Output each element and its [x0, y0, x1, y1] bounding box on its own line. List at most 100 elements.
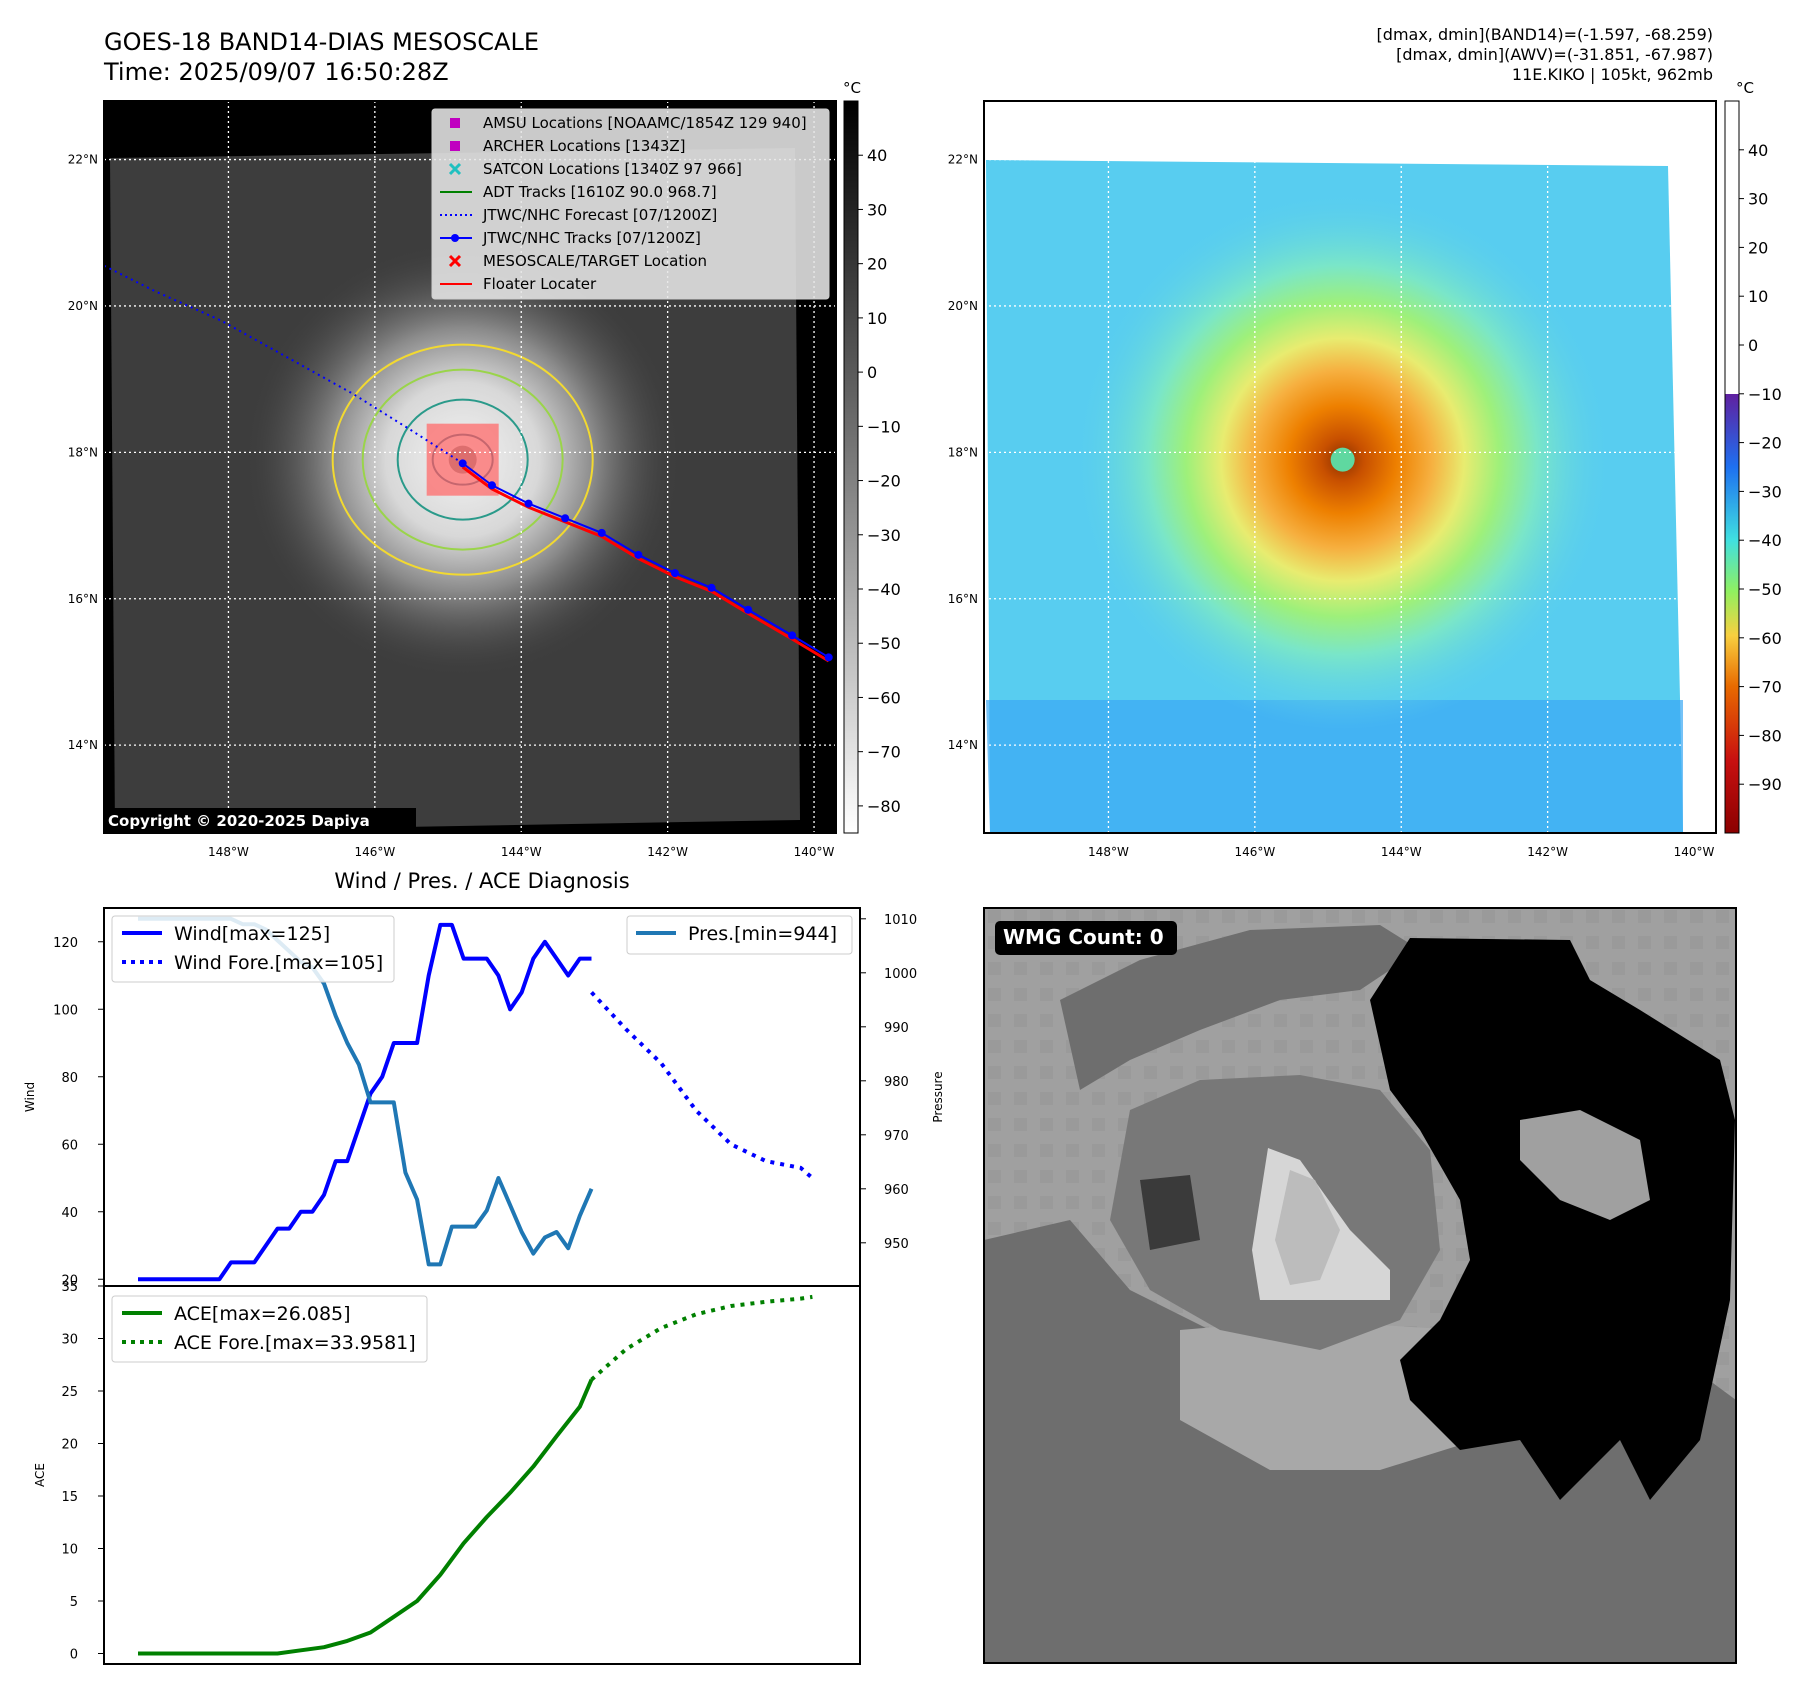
legend-label: JTWC/NHC Tracks [07/1200Z] [482, 229, 701, 247]
contour-green [361, 368, 564, 551]
color-map-frame [983, 100, 1717, 834]
track-point [824, 653, 833, 662]
ace-tick-label: 10 [61, 1543, 78, 1558]
color-map-lower-band [986, 700, 1683, 832]
lon-label: 144°W [501, 845, 542, 859]
lat-label: 18°N [68, 445, 98, 459]
color-colorbar-ticks: 40 30 20 10 0 −10 −20 −30 −40 −50 −60 −70 −80 −90 [1739, 141, 1782, 794]
colorbar-tick-label: −30 [867, 526, 901, 545]
colorbar-tick-label: 30 [1748, 190, 1768, 209]
colorbar-tick-label: −80 [1748, 726, 1782, 745]
gray-colorbar-ticks: 40 30 20 10 0 −10 −20 −30 −40 −50 −60 −70 −80 [858, 146, 901, 816]
color-colorbar [1724, 100, 1740, 834]
ir-color-map: 22°N 20°N 18°N 16°N 14°N 148°W 146°W 144°W 142°… [948, 100, 1717, 859]
wmg-count-box [995, 921, 1177, 955]
lat-label: 20°N [68, 299, 98, 313]
colorbar-tick-label: −80 [867, 797, 901, 816]
wind-legend: Wind[max=125] Wind Fore.[max=105] [111, 915, 395, 983]
wind-forecast-line [590, 991, 814, 1180]
wind-legend-box [111, 915, 395, 983]
lat-label: 18°N [948, 445, 978, 459]
wmg-eye-center [1275, 1170, 1340, 1285]
colorbar-tick-label: −70 [1748, 678, 1782, 697]
colorbar-tick-label: 10 [867, 309, 887, 328]
legend-box [431, 108, 830, 300]
track-point [597, 528, 606, 537]
colorbar-tick-label: 0 [1748, 336, 1758, 355]
stats-line3: 11E.KIKO | 105kt, 962mb [1512, 65, 1713, 84]
legend-square-marker [450, 118, 460, 128]
copyright-text: Copyright © 2020-2025 Dapiya [108, 812, 370, 830]
wind-fore-legend-label: Wind Fore.[max=105] [174, 952, 383, 974]
colorbar-tick-label: −60 [867, 688, 901, 707]
contour-yellow [331, 343, 594, 576]
colorbar-tick-label: −10 [1748, 385, 1782, 404]
colorbar-tick-label: −20 [867, 472, 901, 491]
legend-label: AMSU Locations [NOAAMC/1854Z 129 940] [483, 114, 807, 132]
lon-label: 142°W [647, 845, 688, 859]
legend-square-marker [450, 141, 460, 151]
track-point [634, 550, 643, 559]
lat-label: 16°N [68, 592, 98, 606]
ace-tick-label: 35 [61, 1280, 78, 1295]
ace-axis-label: ACE [33, 1463, 47, 1487]
wind-axis-label: Wind [23, 1082, 37, 1112]
legend-label: JTWC/NHC Forecast [07/1200Z] [482, 206, 717, 224]
map-legend: AMSU Locations [NOAAMC/1854Z 129 940] ARC… [431, 108, 830, 300]
wmg-dark-patch-1 [1140, 1175, 1200, 1250]
legend-label: ADT Tracks [1610Z 90.0 968.7] [483, 183, 717, 201]
gray-colorbar [843, 100, 859, 834]
pressure-tick-label: 1010 [884, 913, 917, 928]
wmg-black-region [1370, 938, 1735, 1500]
stats-line2: [dmax, dmin](AWV)=(-31.851, -67.987) [1396, 45, 1713, 64]
ace-line [138, 1378, 594, 1656]
wind-tick-label: 120 [53, 936, 78, 951]
lon-label: 142°W [1527, 845, 1568, 859]
lon-label: 148°W [208, 845, 249, 859]
lon-label: 148°W [1088, 845, 1129, 859]
wind-line [138, 922, 592, 1282]
pressure-axis-label: Pressure [931, 1071, 945, 1122]
colorbar-tick-label: 20 [867, 255, 887, 274]
pressure-tick-label: 950 [884, 1237, 909, 1252]
wmg-black-region-gap [1520, 1110, 1650, 1220]
pressure-tick-label: 990 [884, 1021, 909, 1036]
gray-lon-labels: 148°W 146°W 144°W 142°W 140°W [208, 845, 835, 859]
lon-label: 144°W [1381, 845, 1422, 859]
track-point [524, 499, 533, 508]
ace-tick-label: 30 [61, 1333, 78, 1348]
pressure-legend-label: Pres.[min=944] [688, 923, 837, 945]
track-point [458, 459, 467, 468]
ace-tick-label: 20 [61, 1438, 78, 1453]
wind-legend-label: Wind[max=125] [174, 923, 330, 945]
colorbar-tick-label: −70 [867, 743, 901, 762]
wmg-outer-ring [1060, 925, 1420, 1090]
track-point [707, 583, 716, 592]
pressure-tick-label: 980 [884, 1075, 909, 1090]
colorbar-tick-label: 40 [1748, 141, 1768, 160]
wind-tick-label: 80 [61, 1071, 78, 1086]
lat-label: 14°N [948, 738, 978, 752]
ace-forecast-line [590, 1294, 813, 1382]
title-line1: GOES-18 BAND14-DIAS MESOSCALE [104, 28, 539, 56]
pressure-ticks: 950 960 970 980 990 1000 1010 [860, 913, 917, 1252]
contour-teal [396, 398, 529, 521]
color-lon-labels: 148°W 146°W 144°W 142°W 140°W [1088, 845, 1715, 859]
pressure-tick-label: 970 [884, 1129, 909, 1144]
ace-legend: ACE[max=26.085] ACE Fore.[max=33.9581] [111, 1295, 428, 1363]
ace-legend-box [111, 1295, 428, 1363]
wind-tick-label: 60 [61, 1138, 78, 1153]
ace-tick-label: 5 [70, 1595, 78, 1610]
lat-label: 14°N [68, 738, 98, 752]
colorbar-tick-label: −10 [867, 417, 901, 436]
track-point [788, 631, 797, 640]
legend-x-marker [448, 254, 462, 268]
copyright-box [104, 808, 416, 833]
track-point [561, 514, 570, 523]
colorbar-tick-label: −40 [867, 580, 901, 599]
color-colorbar-unit: °C [1736, 79, 1754, 97]
pressure-tick-label: 960 [884, 1183, 909, 1198]
colorbar-tick-label: 20 [1748, 238, 1768, 257]
title-line2: Time: 2025/09/07 16:50:28Z [103, 58, 449, 86]
